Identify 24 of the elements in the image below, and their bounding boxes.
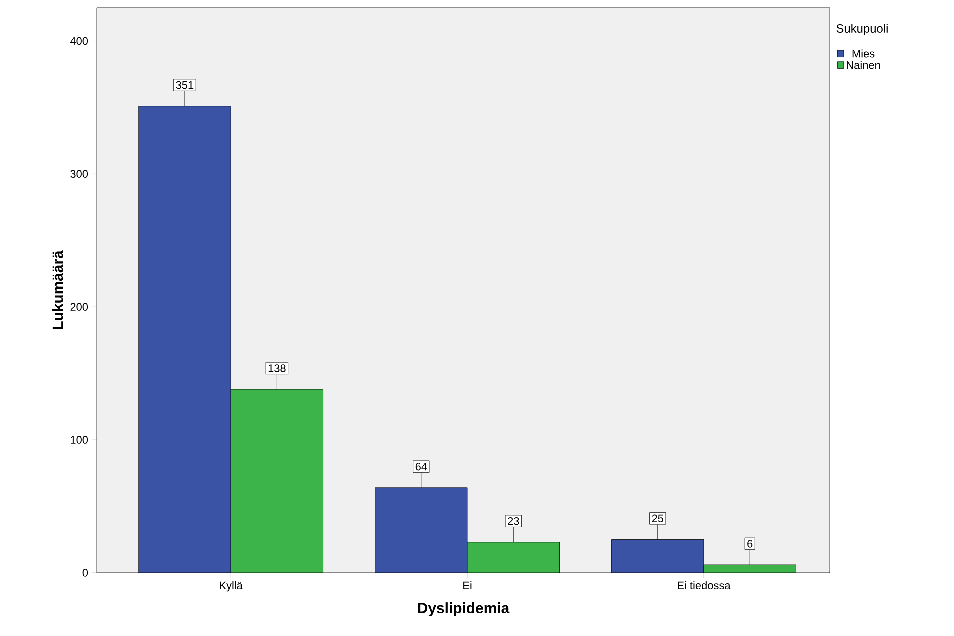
data-label: 6 bbox=[748, 540, 753, 548]
bar bbox=[231, 390, 324, 573]
data-label: 25 bbox=[652, 514, 664, 523]
y-tick-label: 100 bbox=[71, 436, 88, 444]
bar bbox=[612, 540, 704, 573]
data-label: 23 bbox=[508, 517, 520, 526]
legend-title: Sukupuoli bbox=[836, 24, 888, 36]
y-tick-label: 400 bbox=[70, 37, 88, 46]
x-tick-label: Ei tiedossa bbox=[678, 582, 731, 590]
bar bbox=[467, 542, 560, 573]
x-axis-title: Dyslipidemia bbox=[418, 602, 510, 616]
bar bbox=[375, 488, 468, 573]
x-tick-label: Ei bbox=[464, 582, 472, 590]
y-axis-title: Lukumäärä bbox=[52, 250, 64, 330]
data-label: 138 bbox=[268, 364, 286, 372]
legend-label: Nainen bbox=[847, 61, 880, 70]
y-tick-label: 200 bbox=[70, 303, 88, 311]
y-tick-label: 0 bbox=[82, 569, 88, 577]
data-label: 351 bbox=[176, 81, 194, 90]
legend-label: Mies bbox=[852, 50, 875, 58]
y-tick-label: 300 bbox=[70, 170, 88, 178]
bar bbox=[138, 106, 232, 573]
data-label: 64 bbox=[416, 462, 428, 471]
x-tick-label: Kyllä bbox=[220, 582, 243, 592]
